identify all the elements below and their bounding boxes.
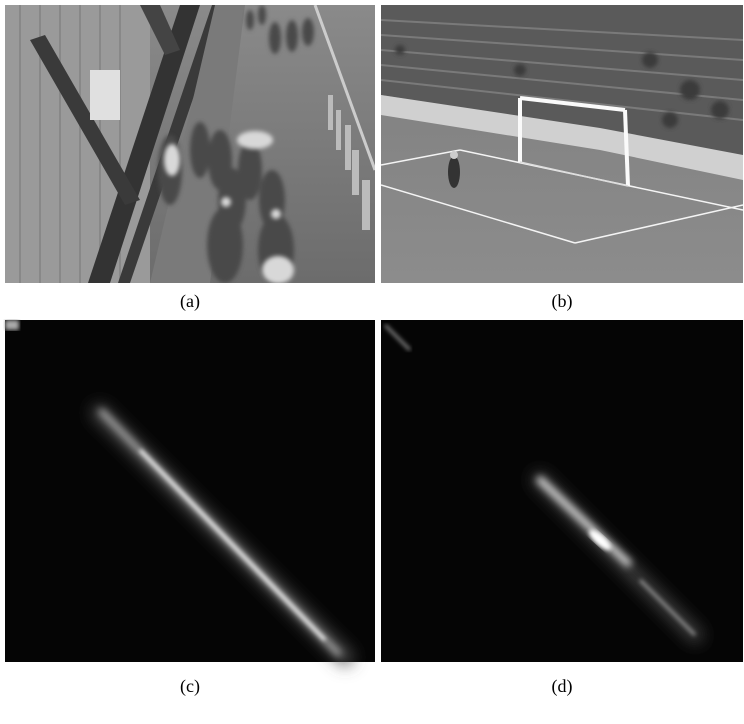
panel-d-image [381, 320, 743, 662]
panel-b-image [381, 5, 743, 283]
panel-a-image [5, 5, 375, 286]
page: (a) (b) (c) (d) (() => { const data = JS… [0, 0, 744, 724]
panel-c-image [5, 320, 375, 662]
panel-caption: (c) [180, 676, 200, 697]
panel-caption: (a) [180, 291, 200, 312]
figure: (a) (b) (c) (d) [0, 0, 744, 724]
panel-caption: (b) [552, 291, 573, 312]
panel-caption: (d) [552, 676, 573, 697]
